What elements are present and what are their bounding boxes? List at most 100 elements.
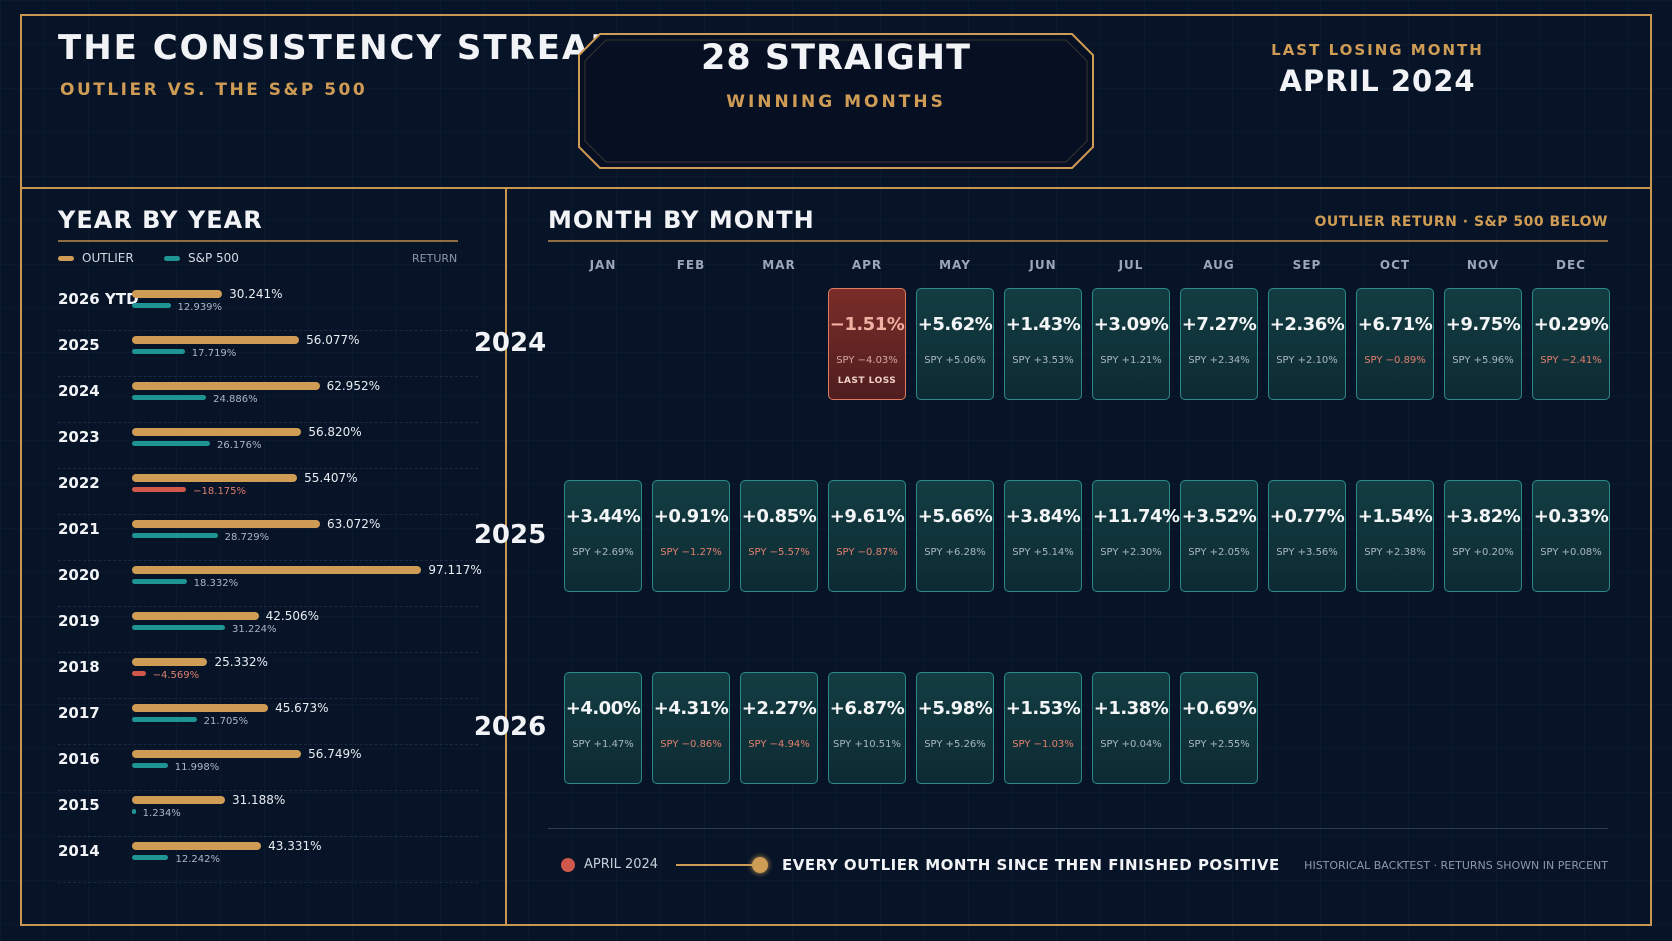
spy-return: SPY +6.28% — [924, 547, 986, 558]
outlier-return: +2.36% — [1269, 314, 1345, 335]
outlier-bar — [132, 520, 320, 528]
month-cell: +6.71% SPY −0.89% — [1356, 288, 1434, 400]
spy-return: SPY −1.27% — [660, 547, 722, 558]
month-cell: +6.87% SPY +10.51% — [828, 672, 906, 784]
outlier-return: +4.31% — [653, 698, 729, 719]
month-cell: +1.38% SPY +0.04% — [1092, 672, 1170, 784]
outlier-return: +3.44% — [565, 506, 641, 527]
sp500-value-label: 17.719% — [191, 348, 237, 359]
sp500-bar — [132, 671, 146, 676]
outlier-value-label: 43.331% — [268, 839, 322, 853]
month-cell: +0.77% SPY +3.56% — [1268, 480, 1346, 592]
month-cell: +4.00% SPY +1.47% — [564, 672, 642, 784]
year-row: 2014 43.331% 12.242% — [58, 836, 478, 883]
legend-outlier: OUTLIER — [58, 251, 134, 265]
spy-return: SPY +5.06% — [924, 355, 986, 366]
legend-return: RETURN — [412, 252, 458, 265]
year-label: 2018 — [58, 658, 100, 676]
outlier-value-label: 62.952% — [326, 379, 380, 393]
month-header: NOV — [1466, 258, 1500, 272]
outlier-bar — [132, 796, 225, 804]
sp500-bar — [132, 579, 187, 584]
sp500-bar — [132, 625, 226, 630]
page-subtitle: OUTLIER VS. THE S&P 500 — [60, 80, 368, 100]
month-cell: +9.61% SPY −0.87% — [828, 480, 906, 592]
outlier-bar — [132, 704, 269, 712]
spy-return: SPY +2.30% — [1100, 547, 1162, 558]
spy-return: SPY +2.05% — [1188, 547, 1250, 558]
year-label: 2025 — [58, 336, 100, 354]
outlier-bar — [132, 566, 422, 574]
outlier-return: +3.09% — [1093, 314, 1169, 335]
sp500-value-label: 21.705% — [203, 716, 249, 727]
footer-message: EVERY OUTLIER MONTH SINCE THEN FINISHED … — [782, 856, 1280, 874]
year-row: 2025 56.077% 17.719% — [58, 330, 478, 377]
spy-return: SPY −4.03% — [836, 355, 898, 366]
outlier-value-label: 56.820% — [308, 425, 362, 439]
month-cell: +7.27% SPY +2.34% — [1180, 288, 1258, 400]
outlier-return: +11.74% — [1093, 506, 1180, 527]
row-year-label: 2026 — [473, 712, 547, 742]
sp500-bar — [132, 441, 210, 446]
spy-return: SPY +1.47% — [572, 739, 634, 750]
sp500-value-label: −4.569% — [152, 670, 200, 681]
row-year-label: 2025 — [473, 520, 547, 550]
sp500-bar — [132, 303, 171, 308]
month-cell: +1.43% SPY +3.53% — [1004, 288, 1082, 400]
outlier-return: +3.82% — [1445, 506, 1521, 527]
month-cell: +1.54% SPY +2.38% — [1356, 480, 1434, 592]
month-header: DEC — [1556, 258, 1586, 272]
spy-return: SPY −1.03% — [1012, 739, 1074, 750]
outlier-return: +3.52% — [1181, 506, 1257, 527]
year-row: 2020 97.117% 18.332% — [58, 560, 482, 607]
spy-return: SPY −0.89% — [1364, 355, 1426, 366]
outlier-value-label: 25.332% — [214, 655, 268, 669]
footer-divider — [548, 828, 1608, 829]
outlier-bar — [132, 750, 302, 758]
month-header: SEP — [1292, 258, 1322, 272]
sp500-value-label: 31.224% — [232, 624, 277, 635]
month-header: AUG — [1203, 258, 1235, 272]
sp500-bar — [132, 809, 136, 814]
spy-return: SPY +0.08% — [1540, 547, 1602, 558]
year-label: 2022 — [58, 474, 100, 492]
spy-return: SPY +0.20% — [1452, 547, 1514, 558]
year-row: 2023 56.820% 26.176% — [58, 422, 478, 469]
outlier-return: +4.00% — [565, 698, 641, 719]
month-cell: +0.29% SPY −2.41% — [1532, 288, 1610, 400]
month-cell: +2.36% SPY +2.10% — [1268, 288, 1346, 400]
spy-return: SPY +5.14% — [1012, 547, 1074, 558]
panel-divider — [505, 188, 507, 926]
outlier-value-label: 30.241% — [229, 287, 283, 301]
month-by-month-caption: OUTLIER RETURN · S&P 500 BELOW — [1314, 214, 1608, 230]
outlier-value-label: 56.749% — [308, 747, 362, 761]
spy-return: SPY +2.69% — [572, 547, 634, 558]
sp500-value-label: 18.332% — [193, 578, 239, 589]
spy-return: SPY +5.26% — [924, 739, 986, 750]
month-cell: +9.75% SPY +5.96% — [1444, 288, 1522, 400]
outlier-return: +0.29% — [1533, 314, 1609, 335]
year-row: 2017 45.673% 21.705% — [58, 698, 478, 745]
outlier-bar — [132, 336, 300, 344]
outlier-return: −1.51% — [829, 314, 905, 335]
year-label: 2017 — [58, 704, 100, 722]
month-cell: +0.85% SPY −5.57% — [740, 480, 818, 592]
outlier-return: +7.27% — [1181, 314, 1257, 335]
outlier-return: +5.66% — [917, 506, 993, 527]
year-by-year-title: YEAR BY YEAR — [58, 206, 263, 234]
month-cell: +5.98% SPY +5.26% — [916, 672, 994, 784]
row-year-label: 2024 — [473, 328, 547, 358]
year-row: 2018 25.332% −4.569% — [58, 652, 478, 699]
page-title: THE CONSISTENCY STREAK — [58, 28, 619, 68]
outlier-return: +3.84% — [1005, 506, 1081, 527]
outlier-value-label: 45.673% — [275, 701, 329, 715]
outlier-return: +1.54% — [1357, 506, 1433, 527]
spy-return: SPY +2.34% — [1188, 355, 1250, 366]
month-cell-loss: −1.51% SPY −4.03% LAST LOSS — [828, 288, 906, 400]
outlier-bar — [132, 382, 320, 390]
legend-sp500-label: S&P 500 — [188, 251, 239, 265]
spy-return: SPY +2.38% — [1364, 547, 1426, 558]
month-cell: +5.62% SPY +5.06% — [916, 288, 994, 400]
spy-return: SPY +0.04% — [1100, 739, 1162, 750]
outlier-bar — [132, 612, 259, 620]
